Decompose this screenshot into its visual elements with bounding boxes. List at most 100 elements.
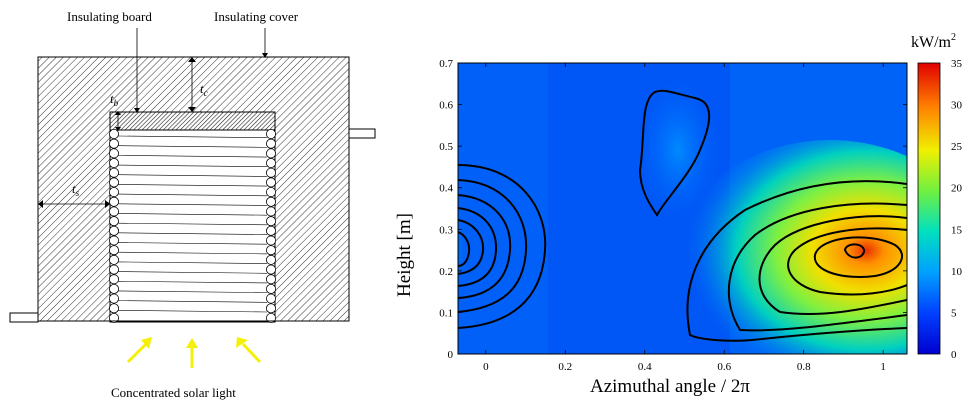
coil-tube [265, 283, 276, 294]
x-tick-label: 0.2 [558, 361, 572, 373]
colorbar-tick-label: 30 [951, 100, 963, 112]
y-tick-label: 0.7 [439, 58, 453, 70]
x-tick-label: 0 [483, 361, 489, 373]
coil-winding [117, 135, 268, 138]
coil-tube [109, 225, 120, 236]
colorbar-tick-label: 5 [951, 307, 957, 319]
coil-tube [265, 187, 276, 198]
colorbar-tick-label: 35 [951, 58, 963, 70]
coil-winding [117, 280, 268, 284]
coil-tube [265, 158, 276, 169]
coil-tube [109, 245, 120, 256]
coil-tube [109, 138, 120, 149]
colorbar-unit-label: kW/m2 [911, 32, 956, 51]
coil-tube [109, 264, 120, 275]
coil-tube [265, 293, 276, 304]
coil-tube [109, 128, 120, 139]
coil-winding [117, 232, 268, 235]
coil-tube [265, 206, 276, 217]
coil-tube [265, 167, 276, 178]
coil-tube [265, 254, 276, 265]
coil-winding [117, 145, 268, 148]
colorbar-tick-label: 0 [951, 349, 957, 361]
colorbar-tick-label: 15 [951, 224, 963, 236]
x-tick-label: 0.6 [717, 361, 731, 373]
coil-tube [109, 196, 120, 207]
coil-winding [117, 300, 268, 303]
right-tab [348, 128, 376, 139]
coil-winding [117, 242, 268, 245]
coil-winding [117, 164, 268, 168]
receiver-diagram: tc tb ts Insulating board Insulating cov… [9, 9, 376, 400]
coil-tube [109, 206, 120, 217]
colorbar-ticks: 0 5 10 15 20 25 30 35 [951, 58, 963, 361]
coil-tube [109, 216, 120, 227]
heatmap-field [458, 63, 907, 354]
coil-tube [109, 283, 120, 294]
x-tick-label: 0.4 [638, 361, 652, 373]
ts-label: ts [72, 181, 80, 198]
coil-tube [265, 274, 276, 285]
coil-tube [109, 148, 120, 159]
hotspot-right [680, 140, 907, 354]
coil-tube [109, 293, 120, 304]
x-tick-label: 0.8 [797, 361, 811, 373]
coil-tube [109, 312, 120, 323]
coil-tube [265, 196, 276, 207]
y-tick-label: 0 [448, 349, 454, 361]
coil-winding [117, 213, 268, 216]
plot-frame [457, 62, 908, 355]
y-axis-ticks: 0 0.1 0.2 0.3 0.4 0.5 0.6 0.7 [439, 58, 907, 361]
y-tick-label: 0.5 [439, 141, 453, 153]
coil-tube [265, 245, 276, 256]
coil-tube [109, 235, 120, 246]
insulating-board-label: Insulating board [67, 9, 152, 24]
tb-label: tb [110, 91, 119, 108]
coil-tube [265, 148, 276, 159]
colorbar-tick-label: 25 [951, 141, 963, 153]
cavity [109, 111, 276, 323]
coil-winding [117, 290, 268, 293]
coil-tube [265, 128, 276, 139]
contour-lines [458, 89, 907, 342]
coil-winding [117, 203, 268, 206]
colorbar-tick-label: 10 [951, 266, 963, 278]
coil-tube [265, 303, 276, 314]
coil-tube [265, 264, 276, 275]
insulating-cover-label: Insulating cover [214, 9, 299, 24]
coil-winding [117, 193, 268, 197]
coil-tube [109, 158, 120, 169]
coil-tube [265, 177, 276, 188]
coil-tube [265, 225, 276, 236]
coil-tube [265, 216, 276, 227]
coil-tube [109, 303, 120, 314]
coil-tubes [109, 128, 276, 323]
coil-tube [265, 235, 276, 246]
coil-winding [117, 261, 268, 264]
coil-tube [109, 177, 120, 188]
coil-winding [117, 174, 268, 177]
coil-tube [109, 274, 120, 285]
x-axis-ticks: 0 0.2 0.4 0.6 0.8 1 [483, 63, 886, 373]
coil-tube [109, 167, 120, 178]
tc-label: tc [200, 81, 208, 98]
coil-winding [117, 310, 268, 313]
hotspot-left [458, 143, 558, 353]
y-tick-label: 0.4 [439, 183, 453, 195]
y-axis-label: Height [m] [394, 213, 415, 297]
concentrated-solar-light-label: Concentrated solar light [111, 385, 236, 400]
coil-winding [117, 251, 268, 255]
colorbar-tick-label: 20 [951, 183, 963, 195]
coil-winding [117, 222, 268, 226]
coil-tube [265, 312, 276, 323]
x-tick-label: 1 [880, 361, 886, 373]
coil-tube [265, 138, 276, 149]
colorbar [917, 62, 941, 355]
coil-winding [117, 184, 268, 187]
left-tab [9, 312, 39, 323]
insulating-board [109, 111, 276, 131]
y-tick-label: 0.2 [439, 266, 453, 278]
y-tick-label: 0.3 [439, 224, 453, 236]
